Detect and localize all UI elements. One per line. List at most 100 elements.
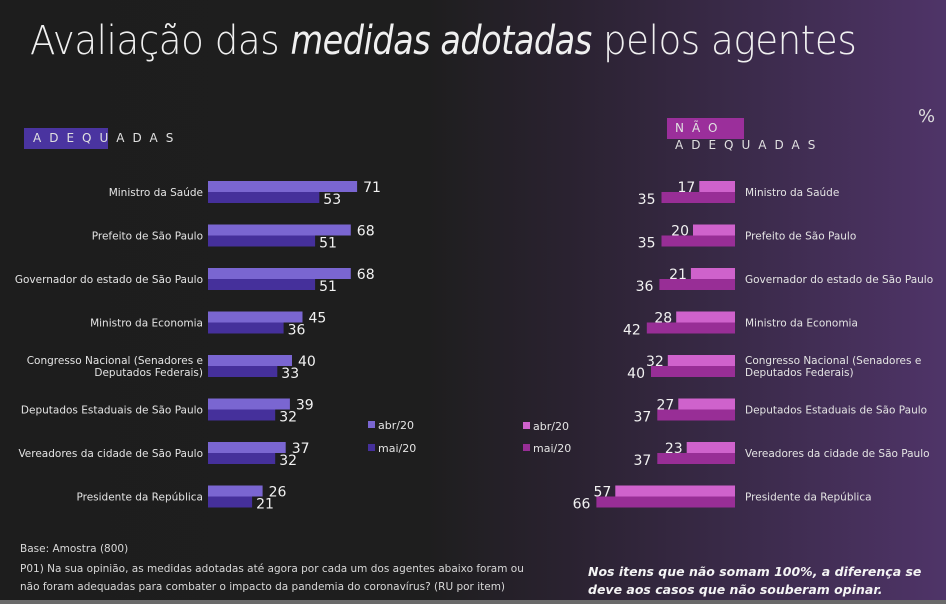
- bar-nao-adequadas-abr: [615, 485, 735, 497]
- value-label-adequadas-mai: 33: [281, 366, 299, 382]
- value-label-nao-adequadas-abr: 28: [654, 311, 672, 327]
- header-nao-adequadas: ADEQUADAS: [675, 138, 824, 152]
- footer-question-1: P01) Na sua opinião, as medidas adotadas…: [20, 563, 524, 575]
- category-label-right: Deputados Federais): [745, 367, 854, 379]
- bar-adequadas-mai: [208, 322, 284, 334]
- bar-nao-adequadas-abr: [699, 181, 735, 192]
- category-label-left: Vereadores da cidade de São Paulo: [18, 448, 203, 460]
- bar-adequadas-mai: [208, 409, 276, 421]
- bar-adequadas-abr: [208, 355, 292, 366]
- category-label-right: Ministro da Economia: [745, 318, 858, 330]
- header-left-box: [24, 128, 108, 149]
- value-label-nao-adequadas-abr: 21: [669, 267, 687, 283]
- bar-nao-adequadas-mai: [657, 409, 735, 421]
- value-label-nao-adequadas-abr: 17: [677, 180, 695, 196]
- category-label-left: Governador do estado de São Paulo: [15, 274, 203, 286]
- value-label-adequadas-abr: 26: [269, 485, 287, 501]
- bar-nao-adequadas-abr: [693, 224, 735, 236]
- value-label-adequadas-mai: 51: [319, 236, 337, 252]
- category-label-right: Governador do estado de São Paulo: [745, 274, 933, 286]
- value-label-adequadas-mai: 21: [256, 497, 274, 513]
- value-label-nao-adequadas-mai: 40: [627, 366, 645, 382]
- value-label-nao-adequadas-abr: 20: [671, 224, 689, 240]
- unit-label: %: [918, 106, 936, 127]
- value-label-nao-adequadas-abr: 32: [646, 354, 664, 370]
- legend-nao-adequadas-abr-label: abr/20: [533, 420, 569, 433]
- bar-adequadas-abr: [208, 442, 286, 453]
- bar-nao-adequadas-mai: [661, 192, 735, 203]
- legend-adequadas-abr-label: abr/20: [378, 419, 414, 432]
- bar-adequadas-abr: [208, 398, 290, 410]
- value-label-adequadas-abr: 40: [298, 354, 316, 370]
- value-label-nao-adequadas-abr: 23: [665, 441, 683, 457]
- title-text-3: pelos agentes: [591, 18, 857, 64]
- legend-adequadas-mai-swatch: [368, 444, 375, 451]
- footer-base: Base: Amostra (800): [20, 543, 129, 555]
- category-label-left: Presidente da República: [76, 492, 203, 504]
- category-label-right: Ministro da Saúde: [745, 187, 839, 199]
- bar-nao-adequadas-abr: [686, 442, 735, 453]
- header-adequadas: ADEQUADAS: [33, 131, 182, 145]
- bar-nao-adequadas-mai: [651, 366, 735, 377]
- bar-adequadas-abr: [208, 485, 263, 497]
- bar-adequadas-mai: [208, 192, 320, 203]
- footer-question-2: não foram adequadas para combater o impa…: [20, 581, 506, 593]
- bar-adequadas-mai: [208, 235, 316, 247]
- category-label-right: Vereadores da cidade de São Paulo: [745, 448, 930, 460]
- value-label-nao-adequadas-mai: 37: [633, 453, 651, 469]
- category-label-left: Deputados Federais): [94, 367, 203, 379]
- legend-adequadas-mai-label: mai/20: [378, 442, 416, 455]
- category-label-left: Deputados Estaduais de São Paulo: [21, 405, 203, 417]
- category-label-left: Congresso Nacional (Senadores e: [27, 355, 203, 367]
- value-label-nao-adequadas-mai: 36: [636, 279, 654, 295]
- value-label-adequadas-mai: 51: [319, 279, 337, 295]
- bar-nao-adequadas-mai: [646, 322, 735, 334]
- category-label-left: Ministro da Saúde: [109, 187, 203, 199]
- bar-nao-adequadas-mai: [657, 453, 735, 464]
- bar-nao-adequadas-abr: [690, 268, 735, 279]
- legend-nao-adequadas-mai-label: mai/20: [533, 442, 571, 455]
- page-title: Avaliação das medidas adotadas pelos age…: [30, 18, 867, 64]
- bar-nao-adequadas-abr: [667, 355, 735, 366]
- category-label-right: Prefeito de São Paulo: [745, 231, 856, 243]
- bottom-divider: [0, 600, 946, 604]
- title-text-1: Avaliação das: [30, 18, 291, 64]
- bar-adequadas-mai: [208, 496, 253, 508]
- footer-note-line-1: Nos itens que não somam 100%, a diferenç…: [588, 564, 922, 579]
- category-label-left: Ministro da Economia: [90, 318, 203, 330]
- legend-nao-adequadas-mai-swatch: [523, 444, 530, 451]
- category-label-right: Presidente da República: [745, 492, 872, 504]
- category-label-right: Congresso Nacional (Senadores e: [745, 355, 921, 367]
- bar-adequadas-abr: [208, 311, 303, 323]
- value-label-nao-adequadas-mai: 37: [633, 410, 651, 426]
- value-label-adequadas-abr: 71: [363, 180, 381, 196]
- value-label-adequadas-abr: 39: [296, 398, 314, 414]
- footer-note: Nos itens que não somam 100%, a diferenç…: [588, 563, 921, 599]
- value-label-adequadas-mai: 53: [323, 192, 341, 208]
- value-label-nao-adequadas-abr: 27: [656, 398, 674, 414]
- value-label-adequadas-mai: 32: [279, 453, 297, 469]
- bar-adequadas-abr: [208, 224, 351, 236]
- bar-adequadas-mai: [208, 366, 278, 377]
- bar-nao-adequadas-mai: [659, 279, 735, 290]
- value-label-nao-adequadas-mai: 42: [623, 323, 641, 339]
- bar-adequadas-mai: [208, 453, 276, 464]
- bar-nao-adequadas-mai: [661, 235, 735, 247]
- bar-adequadas-mai: [208, 279, 316, 290]
- value-label-adequadas-mai: 32: [279, 410, 297, 426]
- value-label-adequadas-abr: 45: [309, 311, 327, 327]
- value-label-nao-adequadas-mai: 35: [638, 236, 656, 252]
- value-label-adequadas-abr: 68: [357, 224, 375, 240]
- category-label-left: Prefeito de São Paulo: [92, 231, 203, 243]
- value-label-nao-adequadas-mai: 35: [638, 192, 656, 208]
- title-text-italic: medidas adotadas: [290, 18, 592, 64]
- bar-nao-adequadas-mai: [596, 496, 735, 508]
- legend-adequadas-abr-swatch: [368, 421, 375, 428]
- bar-adequadas-abr: [208, 181, 358, 192]
- legend-nao-adequadas-abr-swatch: [523, 422, 530, 429]
- value-label-adequadas-abr: 37: [292, 441, 310, 457]
- category-label-right: Deputados Estaduais de São Paulo: [745, 405, 927, 417]
- bar-adequadas-abr: [208, 268, 351, 279]
- value-label-nao-adequadas-mai: 66: [573, 497, 591, 513]
